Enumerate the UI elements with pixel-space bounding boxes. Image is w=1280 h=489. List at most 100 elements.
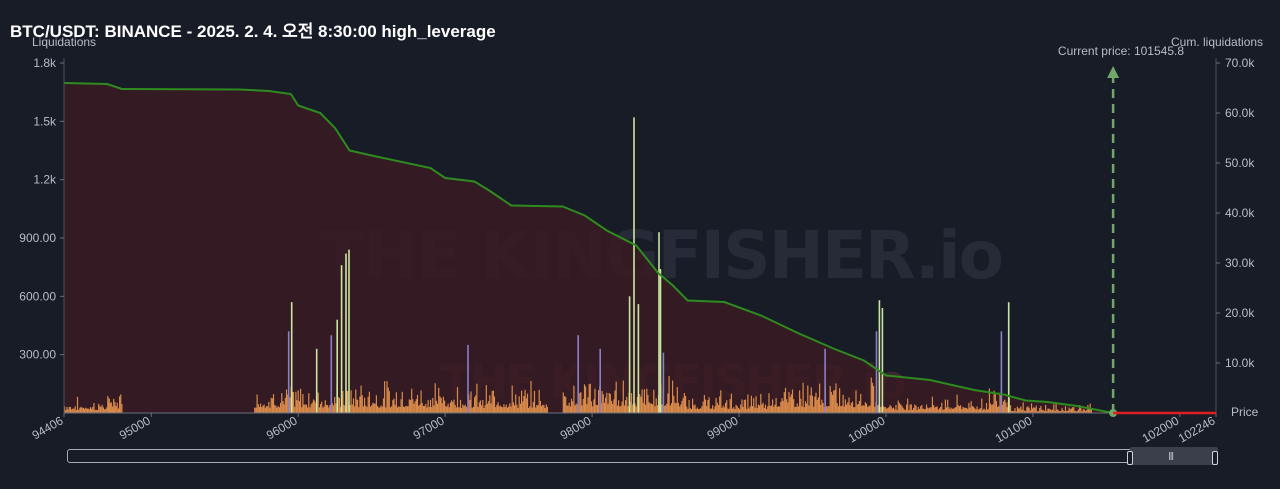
bar (743, 399, 745, 413)
bar (541, 406, 543, 413)
bar (79, 407, 81, 413)
bar (95, 409, 97, 413)
bar (504, 407, 506, 413)
bar (574, 405, 576, 413)
bar (1047, 408, 1049, 413)
bar (1019, 408, 1021, 413)
bar (373, 403, 375, 413)
bar (1070, 408, 1072, 413)
range-slider-right-handle[interactable] (1212, 451, 1218, 465)
bar (894, 409, 896, 413)
spike-bar (315, 348, 318, 413)
bar (375, 395, 377, 413)
bar (821, 399, 823, 413)
bar (764, 404, 767, 413)
bar (741, 399, 743, 413)
bar (697, 409, 700, 413)
bar (581, 405, 583, 413)
bar (314, 400, 316, 413)
bar (589, 383, 591, 413)
bar (86, 408, 88, 413)
bar (74, 406, 76, 413)
bar (1080, 408, 1082, 413)
y-left-tick-label: 600.00 (19, 289, 56, 303)
bar (368, 391, 370, 413)
bar (78, 409, 80, 413)
bar (107, 396, 109, 413)
bar (950, 407, 952, 413)
bar (867, 406, 869, 413)
y-left-tick-label: 300.00 (19, 348, 56, 362)
bar (459, 399, 462, 413)
bar (511, 385, 513, 413)
bar (100, 407, 102, 413)
range-slider-thumb[interactable] (1130, 447, 1218, 465)
bar (802, 382, 804, 413)
bar (71, 409, 73, 413)
bar (420, 390, 422, 413)
bar (639, 394, 641, 413)
bar (847, 402, 849, 413)
bar (641, 389, 643, 413)
range-slider-left-handle[interactable] (1127, 451, 1133, 465)
bar (488, 401, 490, 413)
spike-bar (467, 344, 469, 413)
left-axis-title: Liquidations (32, 35, 96, 49)
spike-bar (340, 265, 343, 413)
bar (402, 406, 404, 413)
bar (562, 392, 564, 413)
bar (963, 407, 965, 413)
bar (104, 409, 106, 413)
bar (388, 391, 390, 413)
bar (837, 406, 839, 413)
bar (1076, 411, 1078, 413)
bar (901, 405, 903, 413)
bar (1006, 407, 1008, 413)
bar (337, 397, 339, 413)
y-left-tick-label: 1.2k (33, 173, 57, 187)
bar (585, 386, 587, 413)
range-slider-track[interactable] (67, 449, 1217, 463)
bar (734, 409, 736, 413)
cumulative-line (63, 82, 1114, 414)
bar (359, 396, 361, 413)
bar (975, 409, 977, 413)
bar (874, 406, 876, 413)
bar (1079, 405, 1081, 413)
bar (525, 398, 527, 413)
bar (397, 407, 399, 413)
spike-bar (287, 331, 290, 413)
bar (113, 398, 115, 413)
bar (748, 408, 750, 413)
bar (264, 407, 266, 413)
bar (931, 396, 933, 413)
bar (387, 387, 389, 413)
x-tick-label: 97000 (411, 413, 447, 442)
bar (962, 406, 964, 413)
bar (449, 402, 452, 413)
bar (1063, 411, 1065, 413)
bar (352, 398, 355, 413)
bar (656, 405, 658, 413)
bar (394, 404, 396, 413)
bar (791, 389, 794, 413)
bar (603, 402, 606, 413)
bar (592, 406, 594, 413)
bar (475, 395, 477, 413)
bar (292, 392, 295, 413)
bar (483, 408, 485, 413)
bar (82, 407, 84, 413)
bar (855, 390, 857, 413)
bar (1048, 408, 1050, 413)
bar (374, 403, 376, 413)
bar (491, 391, 493, 413)
bar (618, 400, 620, 413)
bar (455, 407, 457, 413)
bar (775, 398, 777, 413)
bar (302, 394, 304, 413)
bar (298, 401, 300, 413)
bar (65, 410, 67, 413)
bar (997, 406, 999, 413)
bar (854, 407, 856, 413)
bar (1023, 410, 1025, 413)
